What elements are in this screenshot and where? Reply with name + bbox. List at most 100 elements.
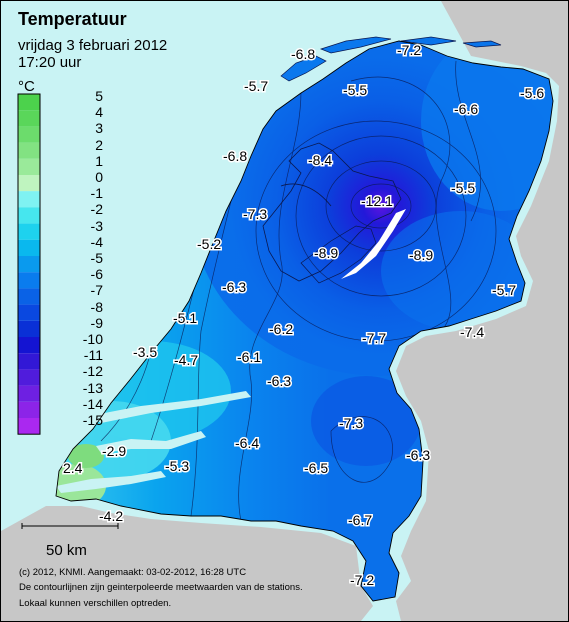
legend-label: 1: [95, 152, 103, 169]
legend-swatch: [18, 239, 40, 256]
legend-label: -5: [90, 250, 103, 266]
legend-label: 0: [95, 169, 103, 185]
station-labels: -6.8 -7.2 -5.7 -5.5 -6.6 -5.6 -6.8 -8.4 -12.1 -5.…: [62, 41, 546, 590]
station-temperature-label: -5.7: [244, 78, 268, 94]
legend-label: -7: [90, 282, 103, 299]
footer-note-local: Lokaal kunnen verschillen optreden.: [19, 598, 172, 609]
station-temperature-label: -7.2: [350, 572, 374, 588]
legend-label: 2: [95, 136, 103, 153]
ijsselmeer-outline: [262, 142, 402, 282]
legend-swatch: [18, 337, 40, 354]
legend-swatch: [18, 110, 40, 127]
station-temperature-label: -7.4: [460, 324, 484, 340]
station-temperature-label: -6.6: [454, 101, 478, 117]
netherlands-border: [55, 40, 554, 602]
legend-label: -14: [82, 395, 103, 412]
station-temperature-label: -5.2: [197, 236, 221, 252]
station-temperature-label: -7.3: [243, 206, 267, 222]
station-temperature-label: -7.2: [397, 42, 421, 58]
station-temperature-label: -6.3: [267, 373, 291, 389]
legend-swatch: [18, 256, 40, 273]
station-temperature-label: -8.4: [308, 152, 332, 168]
legend-swatch: [18, 207, 40, 224]
island-texel: [280, 55, 327, 82]
station-temperature-label: -4.2: [99, 508, 123, 524]
legend-label: -10: [82, 331, 103, 347]
station-temperature-label: -6.7: [348, 512, 372, 528]
legend-label: -6: [90, 266, 103, 283]
station-temperature-label: -5.5: [451, 180, 475, 196]
flevoland-coast-highlight: [341, 209, 406, 279]
station-temperature-label: -7.7: [362, 330, 386, 346]
legend-swatch: [18, 304, 40, 321]
legend-swatch: [18, 191, 40, 208]
legend-label: -1: [90, 185, 103, 202]
legend-swatch: [18, 126, 40, 143]
legend-swatch: [18, 385, 40, 402]
legend-swatch: [18, 353, 40, 370]
legend-label: -4: [90, 233, 103, 250]
legend-color-bar: [17, 93, 41, 435]
station-temperature-label: -5.7: [492, 282, 516, 298]
scale-bar: [21, 523, 119, 529]
station-temperature-label: -6.2: [269, 321, 293, 337]
legend-swatch: [18, 142, 40, 159]
afsluitdijk: [280, 183, 332, 207]
island-schiermonnikoog: [462, 40, 502, 48]
legend-label: -9: [90, 314, 103, 331]
germany-land: [396, 1, 568, 621]
legend-swatch: [18, 94, 40, 111]
station-temperature-label: -12.1: [361, 193, 393, 209]
estuary-haringvliet: [89, 391, 251, 423]
scale-bar-label: 50 km: [46, 542, 87, 559]
legend-swatch: [18, 320, 40, 337]
legend-label: -8: [90, 298, 103, 315]
map-date: vrijdag 3 februari 2012: [18, 37, 168, 54]
station-temperature-label: -6.4: [235, 435, 259, 451]
legend-swatch: [18, 369, 40, 386]
station-temperature-label: -5.5: [343, 82, 367, 98]
station-temperature-label: -6.8: [223, 148, 247, 164]
estuary-westerschelde: [56, 471, 166, 493]
legend-label: -13: [82, 379, 103, 396]
station-temperature-label: -8.9: [409, 247, 433, 263]
legend-label: 5: [95, 88, 103, 104]
station-temperature-label: -2.9: [102, 443, 126, 459]
station-temperature-label: -6.3: [406, 447, 430, 463]
station-temperature-label: 2.4: [63, 460, 83, 476]
station-temperature-label: -7.3: [339, 415, 363, 431]
legend-frame: [17, 93, 41, 435]
legend-label: 3: [95, 120, 103, 137]
legend-swatch: [18, 288, 40, 305]
legend-label: -2: [90, 201, 103, 218]
station-temperature-label: -3.5: [133, 344, 157, 360]
legend-label: 4: [95, 104, 103, 121]
legend-swatch: [18, 158, 40, 175]
legend-label: -12: [82, 363, 103, 380]
station-temperature-label: -5.6: [520, 85, 544, 101]
footer-copyright: (c) 2012, KNMI. Aangemaakt: 03-02-2012, …: [19, 567, 247, 578]
legend-swatch: [18, 418, 40, 435]
station-temperature-label: -6.5: [304, 460, 328, 476]
station-temperature-label: -5.1: [173, 310, 197, 326]
station-temperature-label: -5.3: [165, 458, 189, 474]
station-temperature-label: -6.8: [291, 46, 315, 62]
estuary-oosterschelde: [96, 431, 206, 453]
map-time: 17:20 uur: [18, 54, 82, 71]
station-temperature-label: -8.9: [314, 245, 338, 261]
legend-swatch: [18, 272, 40, 289]
station-temperature-label: -6.1: [237, 349, 261, 365]
island-vlieland-terschelling: [319, 36, 392, 54]
legend-unit: °C: [18, 78, 35, 95]
legend-swatch: [18, 401, 40, 418]
map-title: Temperatuur: [18, 9, 127, 29]
legend-swatch: [18, 223, 40, 240]
station-temperature-label: -6.3: [222, 279, 246, 295]
legend-label: -11: [83, 347, 103, 364]
island-ameland: [400, 36, 457, 46]
legend-label: -15: [82, 412, 103, 428]
markermeer-outline: [300, 225, 377, 284]
legend-swatch: [18, 175, 40, 192]
